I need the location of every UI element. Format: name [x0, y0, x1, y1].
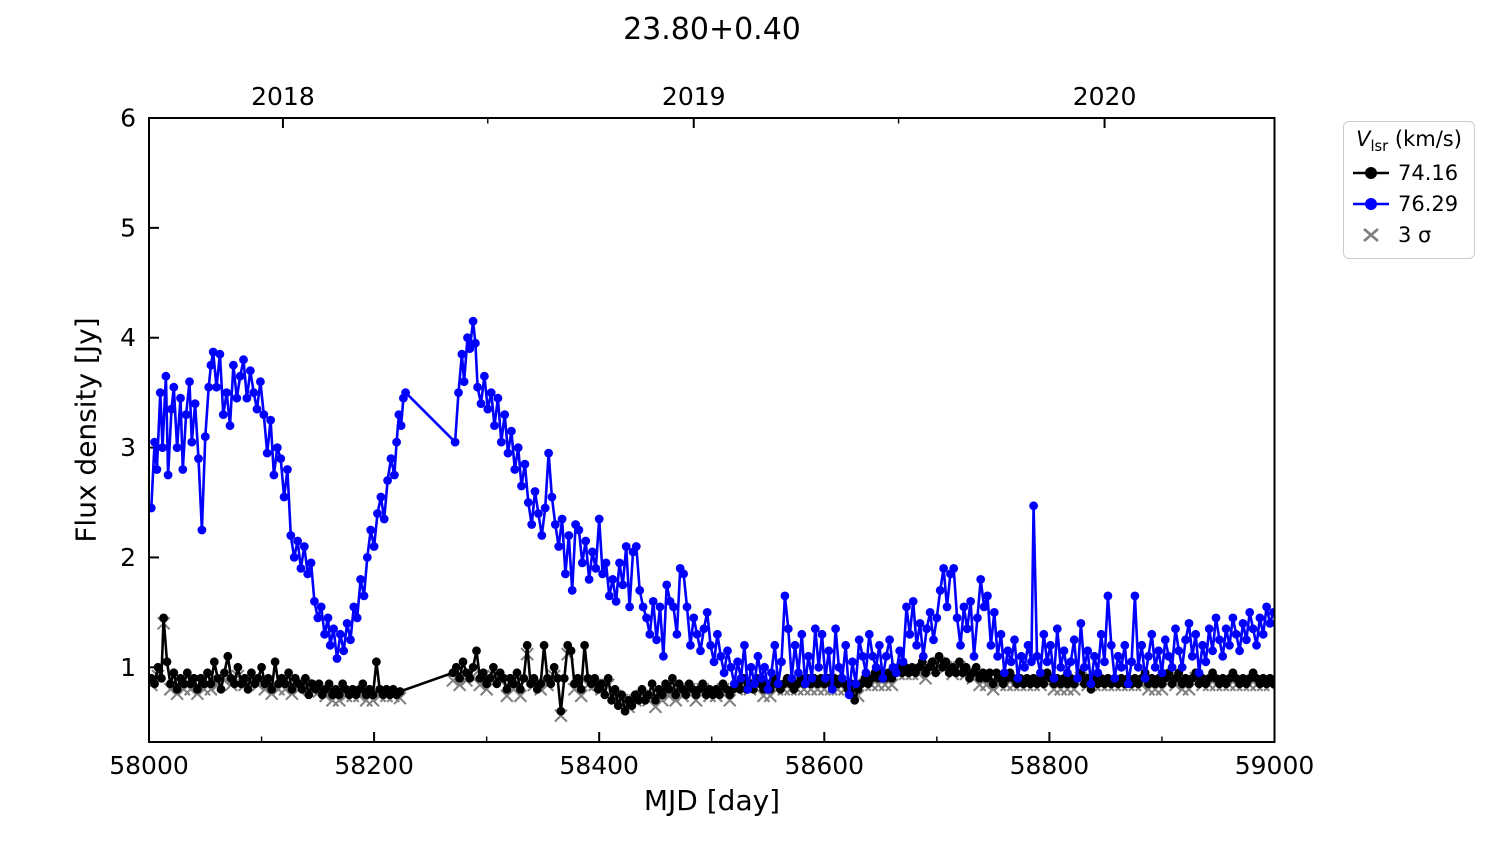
- svg-text:3: 3: [120, 433, 136, 462]
- svg-text:58600: 58600: [785, 751, 865, 780]
- chart-title: 23.80+0.40: [623, 12, 801, 47]
- svg-text:2018: 2018: [251, 82, 315, 111]
- legend-entry-3-sigma: 3 σ: [1352, 219, 1466, 250]
- legend-title-variable: V: [1356, 127, 1371, 151]
- black-line-circle-swatch: [1353, 166, 1389, 179]
- svg-text:2019: 2019: [662, 82, 726, 111]
- legend-label: 74.16: [1398, 160, 1459, 185]
- svg-text:2020: 2020: [1073, 82, 1137, 111]
- svg-text:58800: 58800: [1010, 751, 1090, 780]
- legend-entry-76-29: 76.29: [1352, 188, 1466, 219]
- svg-text:59000: 59000: [1235, 751, 1315, 780]
- svg-text:5: 5: [120, 213, 136, 242]
- legend-entry-74-16: 74.16: [1352, 157, 1466, 188]
- svg-text:6: 6: [120, 104, 136, 133]
- legend-title-unit: (km/s): [1388, 127, 1462, 151]
- legend-label: 3 σ: [1398, 222, 1432, 247]
- legend-title-subscript: lsr: [1370, 138, 1389, 156]
- legend-label: 76.29: [1398, 191, 1459, 216]
- x-marker-swatch: [1363, 227, 1379, 242]
- svg-text:58000: 58000: [109, 751, 189, 780]
- svg-text:4: 4: [120, 323, 136, 352]
- x-axis-label: MJD [day]: [643, 784, 781, 817]
- svg-text:58400: 58400: [559, 751, 639, 780]
- blue-line-circle-swatch: [1353, 197, 1389, 210]
- svg-text:58200: 58200: [334, 751, 414, 780]
- legend-title: Vlsr (km/s): [1352, 127, 1466, 155]
- svg-text:1: 1: [120, 653, 136, 682]
- svg-text:2: 2: [120, 543, 136, 572]
- legend: Vlsr (km/s) 74.16 76.29 3 σ: [1343, 121, 1475, 260]
